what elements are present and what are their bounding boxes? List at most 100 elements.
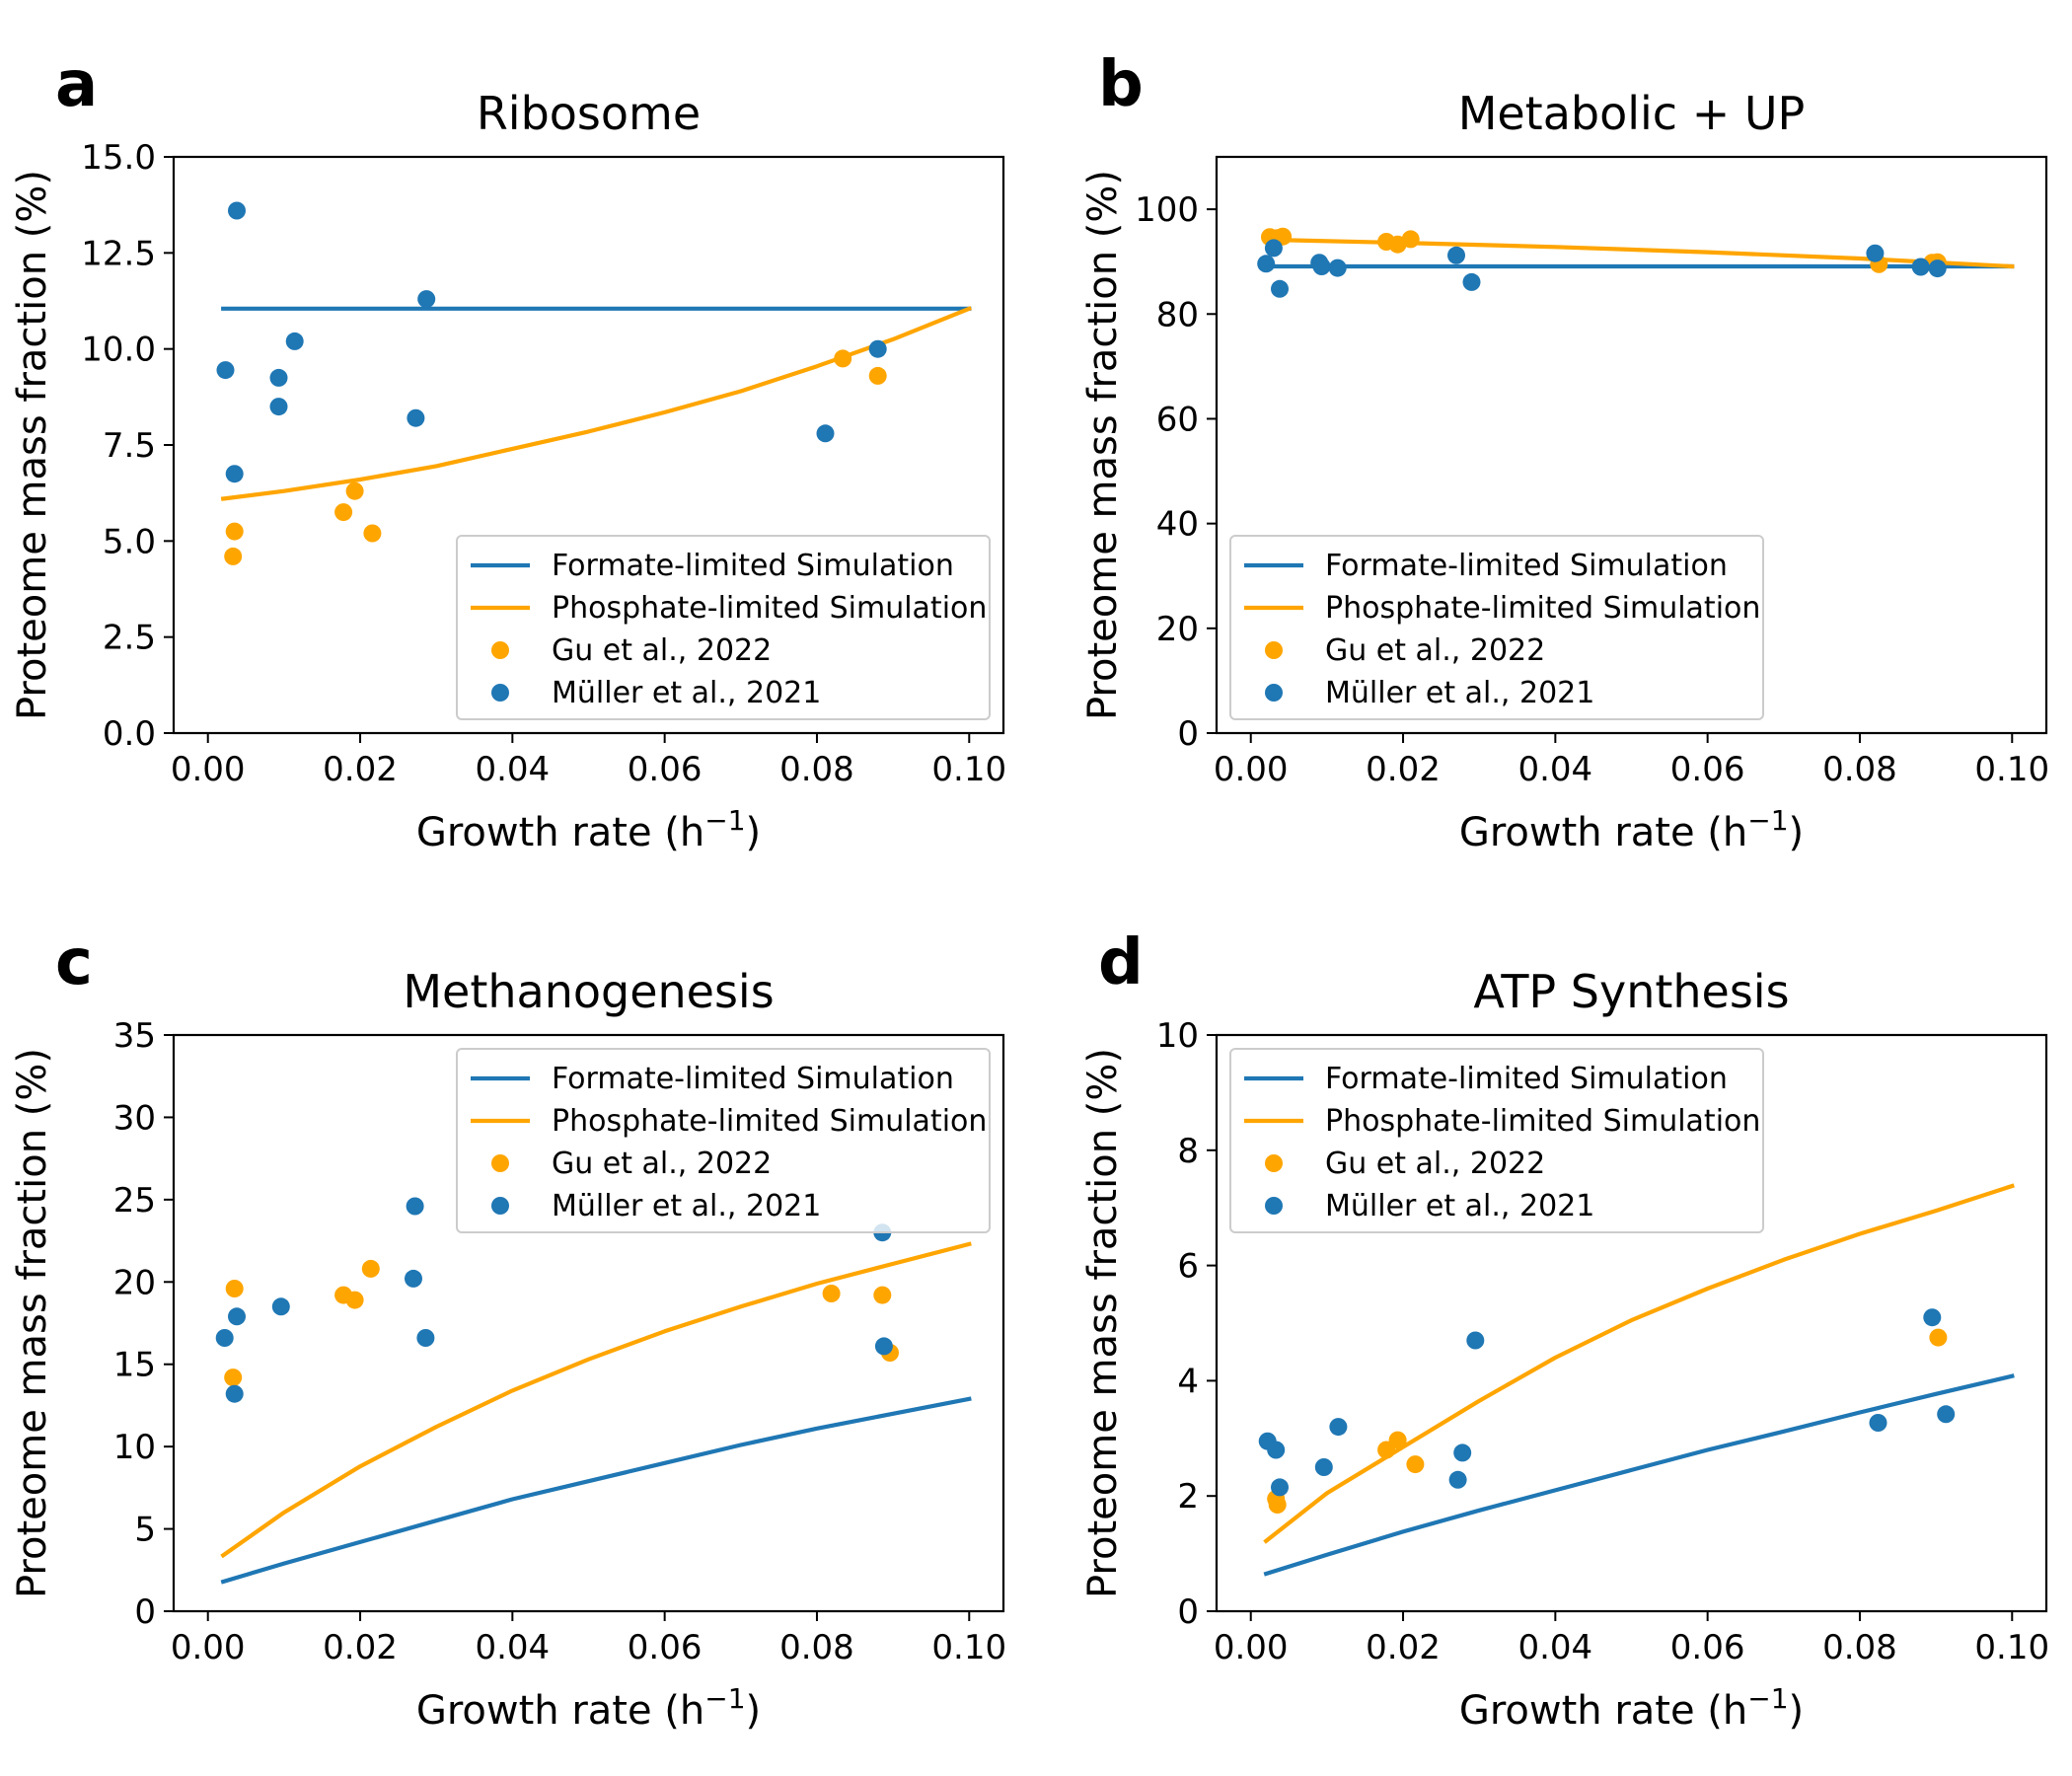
legend-box (1229, 1048, 1764, 1233)
axes-frame (172, 1033, 1005, 1613)
x-tick-label: 0.02 (1366, 1628, 1441, 1667)
axes-frame (1215, 1033, 2048, 1613)
legend-entry-label: Müller et al., 2021 (1325, 1189, 1594, 1223)
data-point (271, 1297, 290, 1316)
data-point (416, 1329, 435, 1347)
y-tick-label: 15 (113, 1346, 156, 1385)
x-tick-label: 0.06 (628, 750, 703, 789)
legend-entry-label: Phosphate-limited Simulation (552, 591, 987, 626)
y-tick-label: 4 (1177, 1362, 1199, 1401)
data-point (1329, 1418, 1348, 1437)
plot-area (216, 201, 973, 565)
legend-marker-swatch (491, 1197, 509, 1215)
legend-box (1229, 535, 1764, 720)
y-tick-label: 2.5 (103, 619, 156, 658)
data-point (1453, 1443, 1472, 1462)
legend-entry-label: Formate-limited Simulation (552, 1062, 954, 1096)
data-point (269, 398, 288, 416)
data-point (816, 424, 835, 443)
x-axis-label-sup: −1 (704, 1682, 745, 1715)
legend-entry-label: Gu et al., 2022 (552, 633, 772, 668)
y-tick-label: 30 (113, 1098, 156, 1138)
x-tick-label: 0.08 (1822, 1628, 1897, 1667)
panel-label: d (1098, 926, 1144, 999)
x-axis-label: Growth rate (h−1) (416, 804, 761, 855)
y-tick-label: 0 (134, 1592, 156, 1632)
legend-entry-label: Müller et al., 2021 (552, 676, 821, 710)
data-point (269, 368, 288, 387)
x-axis-label-end: ) (746, 810, 762, 855)
x-tick-label: 0.08 (1822, 750, 1897, 789)
x-tick-label: 0.02 (1366, 750, 1441, 789)
legend-entry-label: Müller et al., 2021 (1325, 676, 1594, 710)
data-point (1937, 1405, 1956, 1424)
legend-box (456, 1048, 991, 1233)
x-axis-label-sup: −1 (1747, 804, 1788, 837)
data-point (868, 366, 887, 385)
chart-title: Ribosome (477, 87, 701, 140)
data-point (1401, 230, 1420, 249)
y-tick-label: 0.0 (103, 714, 156, 754)
legend-entry-label: Gu et al., 2022 (1325, 633, 1545, 668)
data-point (225, 1384, 244, 1403)
data-point (1462, 272, 1481, 291)
legend: Formate-limited Simulation Phosphate-limi… (456, 1048, 991, 1233)
y-tick-label: 8 (1177, 1132, 1199, 1171)
legend: Formate-limited Simulation Phosphate-limi… (1229, 1048, 1764, 1233)
y-tick-label: 40 (1156, 505, 1199, 545)
data-point (1388, 1431, 1407, 1449)
x-axis-label-end: ) (1789, 1688, 1805, 1734)
x-tick-label: 0.04 (1517, 750, 1592, 789)
plot-area (1258, 1183, 2015, 1577)
data-point (225, 1280, 244, 1297)
legend-marker-swatch (1265, 1154, 1283, 1172)
y-tick-label: 15.0 (81, 138, 156, 178)
x-axis-label-end: ) (1789, 810, 1805, 855)
series-line (1263, 1183, 2015, 1544)
data-point (1257, 255, 1276, 273)
data-point (228, 1307, 246, 1326)
x-tick-label: 0.02 (323, 750, 398, 789)
data-point (1929, 1328, 1948, 1347)
data-point (1448, 1470, 1467, 1489)
x-tick-label: 0.02 (323, 1628, 398, 1667)
series-line (220, 1241, 972, 1559)
y-tick-label: 6 (1177, 1247, 1199, 1287)
series-line (1263, 1373, 2015, 1577)
legend-entry-label: Phosphate-limited Simulation (1325, 1104, 1760, 1139)
panel-c: c Methanogenesis 0.00 0.02 0.04 0.06 0.08 0.10 0… (10, 926, 1006, 1734)
data-point (1271, 1478, 1289, 1497)
data-point (215, 1329, 234, 1347)
y-axis-label: Proteome mass fraction (%) (1080, 170, 1126, 720)
legend-marker-swatch (1265, 641, 1283, 659)
panel-label: b (1098, 48, 1144, 121)
legend-entry-label: Gu et al., 2022 (1325, 1147, 1545, 1181)
data-point (1312, 258, 1331, 275)
x-tick-label: 0.08 (779, 750, 854, 789)
x-tick-label: 0.10 (1974, 750, 2049, 789)
x-axis-label-main: Growth rate (h (1459, 810, 1747, 855)
x-tick-label: 0.10 (1974, 1628, 2049, 1667)
data-point (1264, 239, 1283, 258)
y-tick-label: 80 (1156, 295, 1199, 334)
series-line (220, 1396, 972, 1585)
data-point (834, 349, 852, 368)
x-tick-label: 0.04 (1517, 1628, 1592, 1667)
data-point (224, 1369, 243, 1387)
chart-title: Methanogenesis (403, 965, 774, 1018)
data-point (873, 1286, 892, 1304)
data-point (1314, 1458, 1333, 1476)
y-tick-label: 12.5 (81, 234, 156, 273)
y-axis-label: Proteome mass fraction (%) (1080, 1048, 1126, 1598)
data-point (1267, 1441, 1286, 1459)
panel-label: c (55, 926, 93, 999)
y-tick-label: 5 (134, 1511, 156, 1550)
y-tick-label: 5.0 (103, 522, 156, 561)
data-point (405, 1269, 422, 1288)
y-tick-label: 100 (1135, 190, 1199, 230)
data-point (874, 1337, 893, 1356)
panel-b: b Metabolic + UP 0.00 0.02 0.04 0.06 0.08 0.10 0… (1080, 48, 2049, 855)
y-tick-label: 25 (113, 1181, 156, 1221)
y-tick-label: 60 (1156, 400, 1199, 439)
